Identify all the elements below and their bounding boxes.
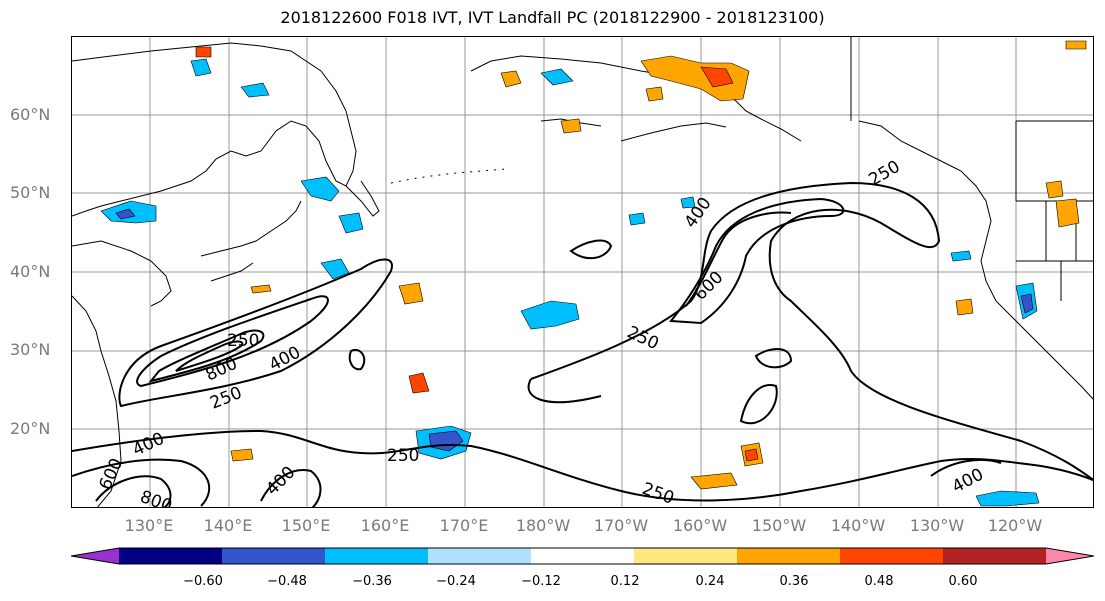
map-canvas: 250 400 600 800 250 400 600 250 250 250 … (72, 37, 1093, 508)
contour-label: 400 (130, 429, 168, 461)
lon-label: 140°E (203, 516, 253, 535)
lon-label: 180°W (515, 516, 571, 535)
lat-label: 40°N (10, 262, 51, 281)
contour-label: 400 (266, 343, 304, 376)
lon-label: 130°E (124, 516, 174, 535)
contour-label: 400 (262, 462, 299, 499)
colorbar-tick: −0.60 (183, 574, 223, 589)
colorbar-segment (71, 548, 119, 564)
lon-label: 150°E (281, 516, 331, 535)
lat-label: 20°N (10, 419, 51, 438)
colorbar (71, 547, 1094, 565)
colorbar-segment (737, 548, 841, 564)
colorbar-segment (531, 548, 635, 564)
lon-label: 160°W (672, 516, 728, 535)
gridlines (72, 37, 1093, 507)
colorbar-segment (119, 548, 223, 564)
colorbar-segment (840, 548, 944, 564)
colorbar-segment (428, 548, 532, 564)
coastlines (72, 37, 1093, 507)
lon-label: 120°W (987, 516, 1043, 535)
colorbar-segment (634, 548, 738, 564)
colorbar-outline (71, 547, 1094, 565)
colorbar-tick: −0.36 (352, 574, 392, 589)
lon-label: 170°W (593, 516, 649, 535)
lon-label: 160°E (360, 516, 410, 535)
pc-shading (100, 40, 1087, 507)
colorbar-segment (1046, 548, 1094, 564)
colorbar-tick: −0.48 (267, 574, 307, 589)
lon-label: 170°E (439, 516, 489, 535)
colorbar-tick: 0.24 (695, 574, 725, 589)
lat-label: 50°N (10, 183, 51, 202)
colorbar-tick: 0.48 (864, 574, 894, 589)
lon-label: 140°W (830, 516, 886, 535)
contour-label: 600 (690, 267, 727, 304)
map-area: 250 400 600 800 250 400 600 250 250 250 … (71, 36, 1094, 508)
colorbar-segment (222, 548, 326, 564)
contour-label: 250 (639, 479, 676, 508)
contour-label: 600 (95, 455, 127, 493)
contour-label: 250 (624, 322, 662, 354)
ivt-contours (72, 181, 1093, 507)
colorbar-tick: 0.36 (779, 574, 809, 589)
colorbar-segment (325, 548, 429, 564)
lat-label: 60°N (10, 105, 51, 124)
contour-label: 400 (949, 465, 987, 498)
map-title: 2018122600 F018 IVT, IVT Landfall PC (20… (280, 8, 825, 27)
contour-label: 250 (387, 446, 419, 466)
lon-label: 130°W (909, 516, 965, 535)
colorbar-tick: −0.24 (436, 574, 476, 589)
contour-label: 250 (227, 331, 259, 351)
colorbar-tick: −0.12 (521, 574, 561, 589)
colorbar-tick: 0.12 (610, 574, 640, 589)
colorbar-tick: 0.60 (948, 574, 978, 589)
colorbar-segment (943, 548, 1047, 564)
lat-label: 30°N (10, 340, 51, 359)
lon-label: 150°W (751, 516, 807, 535)
